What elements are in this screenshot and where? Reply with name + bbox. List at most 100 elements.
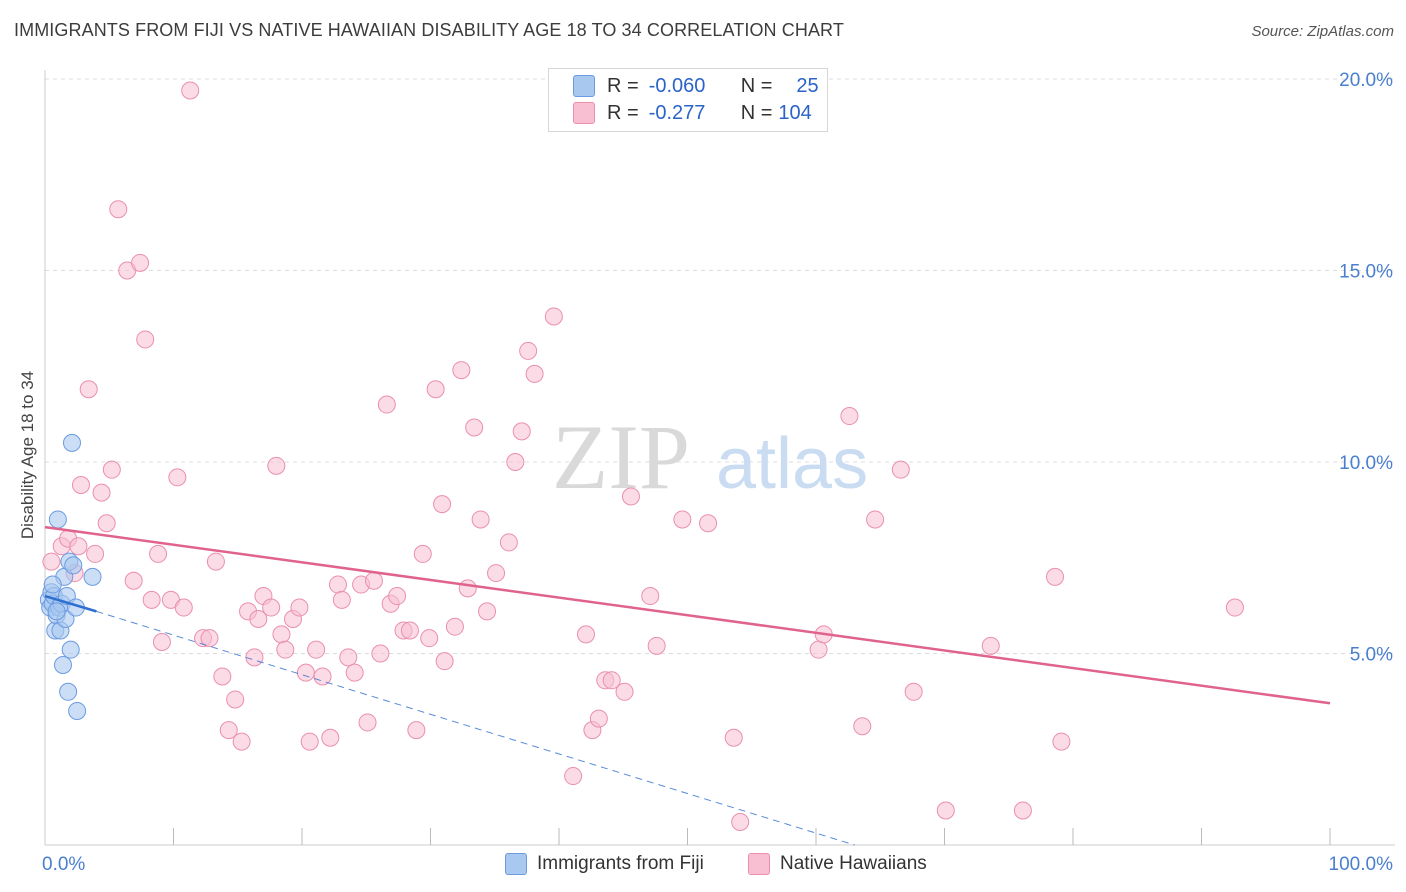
point-native-hawaiians (136, 330, 155, 349)
point-native-hawaiians (168, 468, 187, 487)
point-native-hawaiians (904, 682, 923, 701)
y-tick-label: 10.0% (1339, 453, 1393, 474)
point-immigrants-from-fiji (62, 433, 81, 452)
point-native-hawaiians (249, 610, 268, 629)
point-native-hawaiians (206, 552, 225, 571)
trend-fiji-extension (96, 610, 855, 846)
point-native-hawaiians (296, 663, 315, 682)
bottom-fiji-swatch (505, 853, 527, 875)
point-native-hawaiians (525, 364, 544, 383)
point-native-hawaiians (213, 667, 232, 686)
point-native-hawaiians (673, 510, 692, 529)
point-native-hawaiians (364, 571, 383, 590)
point-native-hawaiians (79, 380, 98, 399)
stats-legend: R = -0.060 N = 25 R = -0.277 N = 104 (548, 68, 828, 132)
point-native-hawaiians (487, 564, 506, 583)
source-label: Source: ZipAtlas.com (1251, 23, 1394, 40)
point-native-hawaiians (149, 544, 168, 563)
point-native-hawaiians (731, 813, 750, 832)
point-native-hawaiians (647, 636, 666, 655)
fiji-swatch (573, 75, 595, 97)
point-native-hawaiians (200, 629, 219, 648)
point-native-hawaiians (544, 307, 563, 326)
hawaiian-r-label: R = (607, 101, 639, 124)
point-native-hawaiians (339, 648, 358, 667)
hawaiian-n-value: 104 (778, 101, 812, 124)
point-native-hawaiians (519, 341, 538, 360)
point-native-hawaiians (420, 629, 439, 648)
point-native-hawaiians (1225, 598, 1244, 617)
y-tick-label: 15.0% (1339, 262, 1393, 283)
point-native-hawaiians (102, 460, 121, 479)
series-immigrants-from-fiji (39, 433, 102, 720)
point-native-hawaiians (92, 483, 111, 502)
point-native-hawaiians (321, 728, 340, 747)
point-native-hawaiians (332, 590, 351, 609)
point-native-hawaiians (290, 598, 309, 617)
point-native-hawaiians (936, 801, 955, 820)
point-native-hawaiians (71, 475, 90, 494)
point-native-hawaiians (981, 636, 1000, 655)
point-native-hawaiians (124, 571, 143, 590)
point-native-hawaiians (512, 422, 531, 441)
legend-row-hawaiian: R = -0.277 N = 104 (573, 100, 812, 126)
series-native-hawaiians (42, 81, 1244, 832)
point-native-hawaiians (358, 713, 377, 732)
point-native-hawaiians (226, 690, 245, 709)
point-native-hawaiians (1052, 732, 1071, 751)
point-immigrants-from-fiji (47, 602, 66, 621)
x-tick-label-min: 0.0% (42, 854, 85, 875)
point-native-hawaiians (377, 395, 396, 414)
point-native-hawaiians (181, 81, 200, 100)
point-immigrants-from-fiji (68, 701, 87, 720)
point-native-hawaiians (109, 200, 128, 219)
point-native-hawaiians (641, 587, 660, 606)
point-native-hawaiians (506, 453, 525, 471)
point-native-hawaiians (276, 640, 295, 659)
point-native-hawaiians (589, 709, 608, 728)
point-native-hawaiians (471, 510, 490, 529)
point-native-hawaiians (42, 552, 61, 571)
point-native-hawaiians (328, 575, 347, 594)
point-native-hawaiians (602, 671, 621, 690)
bottom-legend-hawaiian: Native Hawaiians (748, 851, 927, 877)
point-native-hawaiians (142, 590, 161, 609)
point-native-hawaiians (69, 537, 88, 556)
trend-native-hawaiians (44, 525, 1331, 705)
watermark-atlas: atlas (716, 424, 868, 504)
point-native-hawaiians (152, 633, 171, 652)
point-native-hawaiians (478, 602, 497, 621)
bottom-hawaiian-swatch (748, 853, 770, 875)
point-native-hawaiians (272, 625, 291, 644)
point-native-hawaiians (426, 380, 445, 399)
trend-lines (44, 525, 1331, 846)
point-native-hawaiians (407, 721, 426, 740)
point-native-hawaiians (458, 579, 477, 598)
trend-immigrants-from-fiji (44, 594, 97, 613)
point-native-hawaiians (86, 544, 105, 563)
point-immigrants-from-fiji (61, 640, 80, 659)
chart-title: IMMIGRANTS FROM FIJI VS NATIVE HAWAIIAN … (14, 20, 844, 40)
hawaiian-swatch (573, 102, 595, 124)
point-native-hawaiians (400, 621, 419, 640)
point-native-hawaiians (174, 598, 193, 617)
point-native-hawaiians (1046, 567, 1065, 586)
point-native-hawaiians (300, 732, 319, 751)
point-native-hawaiians (564, 767, 583, 786)
point-immigrants-from-fiji (59, 682, 78, 701)
point-native-hawaiians (499, 533, 518, 552)
point-native-hawaiians (232, 732, 251, 751)
point-native-hawaiians (413, 544, 432, 563)
watermark-zip: ZIP (552, 406, 690, 508)
bottom-hawaiian-label: Native Hawaiians (780, 853, 927, 874)
point-native-hawaiians (853, 717, 872, 736)
bottom-fiji-label: Immigrants from Fiji (537, 853, 704, 874)
gridlines (45, 78, 1395, 654)
fiji-n-label: N = (740, 74, 773, 97)
point-native-hawaiians (313, 667, 332, 686)
point-native-hawaiians (345, 663, 364, 682)
watermark: ZIP atlas (552, 406, 868, 508)
hawaiian-r-value: -0.277 (648, 101, 706, 124)
x-tick-label-max: 100.0% (1329, 854, 1394, 875)
